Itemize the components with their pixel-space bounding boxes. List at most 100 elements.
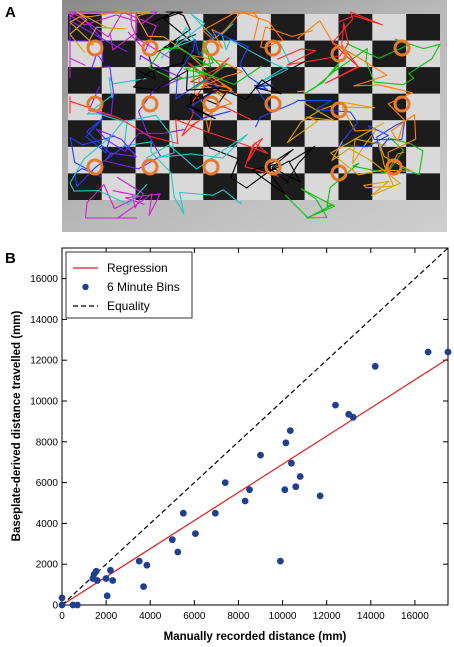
trajectory-path bbox=[203, 135, 316, 195]
trajectory-paths bbox=[69, 11, 441, 219]
checker-square bbox=[169, 173, 204, 200]
calibration-marker bbox=[264, 39, 282, 57]
trajectory-path bbox=[69, 11, 171, 59]
checker-square bbox=[203, 173, 238, 200]
x-tick-label: 0 bbox=[59, 611, 65, 622]
data-point bbox=[102, 575, 110, 582]
checker-square bbox=[406, 173, 440, 200]
checker-square bbox=[68, 120, 102, 147]
calibration-marker bbox=[141, 158, 159, 176]
axis-ticks: 0 2000 4000 6000 8000 10000 12000 14000 16000 0 20… bbox=[30, 248, 448, 622]
data-point bbox=[444, 348, 452, 356]
data-point bbox=[103, 592, 111, 600]
data-point bbox=[179, 509, 187, 517]
data-point bbox=[74, 601, 81, 609]
scatter-points bbox=[58, 348, 452, 609]
legend-regression-label: Regression bbox=[107, 261, 168, 275]
calibration-marker bbox=[264, 95, 282, 113]
data-point bbox=[140, 583, 148, 590]
trajectory-path bbox=[69, 114, 248, 206]
x-tick-label: 14000 bbox=[357, 611, 385, 622]
checker-square bbox=[203, 120, 238, 147]
x-tick-label: 10000 bbox=[269, 611, 297, 622]
checker-square bbox=[338, 120, 373, 147]
calibration-marker bbox=[330, 101, 348, 119]
x-tick-label: 16000 bbox=[401, 611, 429, 622]
data-point bbox=[246, 486, 253, 494]
y-tick-label: 16000 bbox=[30, 274, 58, 285]
checker-square bbox=[101, 67, 136, 94]
checker-square bbox=[406, 120, 440, 147]
checker-square bbox=[304, 14, 339, 41]
trajectory-path bbox=[69, 96, 279, 177]
data-point bbox=[292, 483, 300, 491]
calibration-marker bbox=[86, 39, 104, 57]
calibration-marker bbox=[330, 164, 348, 182]
data-point bbox=[107, 566, 114, 574]
checker-square bbox=[237, 120, 271, 147]
data-point bbox=[286, 427, 294, 434]
x-axis-title: Manually recorded distance (mm) bbox=[164, 631, 347, 643]
calibration-marker bbox=[86, 95, 104, 113]
checker-square bbox=[237, 173, 271, 200]
checker-square bbox=[372, 14, 407, 41]
data-point bbox=[282, 439, 290, 447]
x-tick-label: 12000 bbox=[313, 611, 341, 622]
checker-square bbox=[372, 67, 407, 94]
checker-square bbox=[406, 14, 440, 41]
y-axis-title: Baseplate-derived distance travelled (mm… bbox=[11, 310, 23, 541]
data-point bbox=[349, 413, 357, 421]
y-tick-label: 10000 bbox=[30, 397, 58, 408]
y-tick-label: 6000 bbox=[36, 478, 59, 489]
calibration-marker bbox=[141, 95, 159, 113]
calibration-marker bbox=[330, 45, 348, 63]
trajectory-path bbox=[304, 38, 441, 94]
y-tick-label: 0 bbox=[52, 601, 58, 612]
data-point bbox=[109, 577, 117, 584]
calibration-marker bbox=[202, 95, 220, 113]
regression-line bbox=[61, 358, 449, 606]
trajectory-path bbox=[69, 11, 128, 117]
data-point bbox=[332, 401, 339, 409]
checker-square bbox=[270, 14, 305, 41]
x-tick-label: 6000 bbox=[183, 611, 206, 622]
checker-square bbox=[304, 120, 339, 147]
data-point bbox=[58, 594, 66, 602]
trajectory-path bbox=[133, 60, 306, 120]
data-point bbox=[316, 492, 324, 500]
checker-square bbox=[101, 173, 136, 200]
tracking-photo bbox=[62, 0, 447, 232]
trajectory-path bbox=[148, 40, 263, 90]
calibration-marker bbox=[141, 39, 159, 57]
data-point bbox=[211, 509, 219, 517]
data-point bbox=[168, 536, 176, 544]
trajectory-path bbox=[202, 11, 314, 49]
calibration-marker bbox=[393, 39, 411, 57]
trajectory-path bbox=[254, 99, 406, 151]
y-tick-label: 8000 bbox=[36, 437, 59, 448]
trajectory-path bbox=[277, 11, 383, 84]
data-point bbox=[424, 348, 432, 356]
calibration-marker bbox=[202, 158, 220, 176]
x-tick-label: 2000 bbox=[95, 611, 118, 622]
checker-square bbox=[101, 40, 136, 68]
data-point bbox=[257, 451, 264, 459]
checker-square bbox=[68, 67, 102, 94]
panel-label-a: A bbox=[5, 4, 16, 21]
x-tick-label: 8000 bbox=[227, 611, 250, 622]
data-point bbox=[277, 557, 284, 565]
data-point bbox=[174, 548, 182, 556]
data-point bbox=[288, 459, 295, 467]
data-point bbox=[135, 557, 143, 565]
y-tick-label: 4000 bbox=[36, 519, 59, 530]
data-point bbox=[58, 601, 66, 609]
y-tick-label: 12000 bbox=[30, 356, 58, 367]
calibration-marker bbox=[202, 39, 220, 57]
data-point bbox=[371, 362, 379, 370]
trajectory-path bbox=[284, 137, 424, 219]
calibration-marker bbox=[86, 158, 104, 176]
scatter-chart: 0 2000 4000 6000 8000 10000 12000 14000 16000 0 20… bbox=[11, 247, 452, 643]
data-point bbox=[92, 567, 100, 575]
trajectory-path bbox=[330, 122, 414, 196]
data-point bbox=[192, 530, 199, 537]
